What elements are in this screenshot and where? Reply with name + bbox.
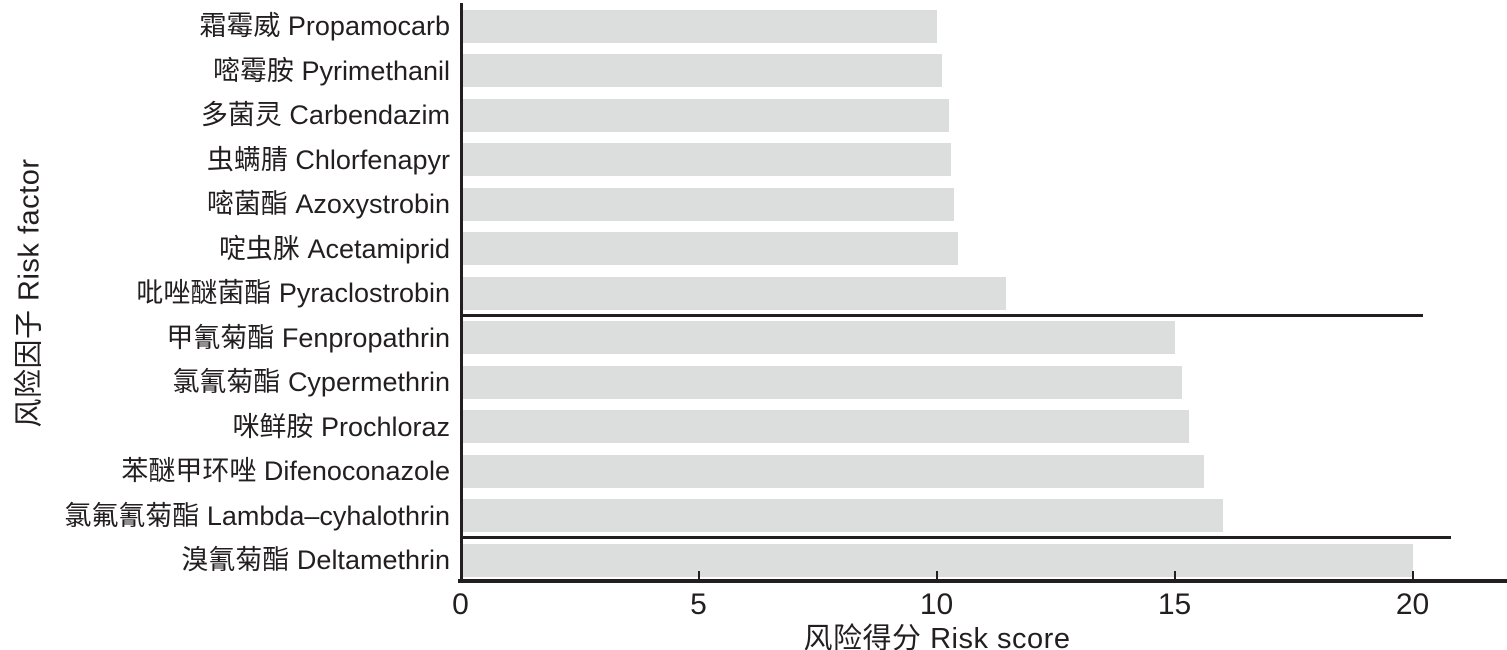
group-separator-line [463, 313, 1423, 317]
bar [463, 9, 937, 43]
category-label: 甲氰菊酯 Fenpropathrin [166, 322, 450, 353]
bar [463, 98, 949, 132]
bar [463, 321, 1175, 354]
category-label: 虫螨腈 Chlorfenapyr [206, 144, 450, 175]
category-label: 啶虫脒 Acetamiprid [218, 233, 450, 264]
x-tick-mark [1411, 571, 1414, 579]
x-tick-label: 0 [452, 588, 469, 621]
x-axis-line [458, 579, 1507, 583]
category-label: 氯氰菊酯 Cypermethrin [172, 367, 450, 397]
x-tick-label: 15 [1157, 588, 1192, 621]
category-label: 霜霉威 Propamocarb [199, 11, 450, 41]
bar [463, 499, 1223, 532]
bar [463, 276, 1007, 310]
category-label: 苯醚甲环唑 Difenoconazole [121, 456, 450, 486]
bar [463, 143, 952, 176]
y-axis-title: 风险因子 Risk factor [14, 158, 46, 428]
bar [463, 54, 942, 87]
category-label: 吡唑醚菌酯 Pyraclostrobin [136, 278, 450, 308]
bar [463, 187, 954, 221]
x-tick-label: 20 [1395, 588, 1430, 621]
y-axis-title-wrap: 风险因子 Risk factor [0, 0, 54, 586]
bar [463, 365, 1183, 399]
bar [463, 454, 1204, 488]
category-label: 多菌灵 Carbendazim [200, 100, 450, 130]
x-tick-mark [1173, 571, 1176, 579]
x-tick-mark [697, 571, 700, 579]
category-label: 溴氰菊酯 Deltamethrin [181, 545, 450, 575]
bar [463, 543, 1413, 577]
category-label: 嘧菌酯 Azoxystrobin [206, 189, 450, 219]
x-tick-label: 10 [919, 588, 954, 621]
x-tick-label: 5 [690, 588, 707, 621]
category-label: 嘧霉胺 Pyrimethanil [212, 55, 450, 86]
category-label: 氯氟氰菊酯 Lambda–cyhalothrin [64, 500, 450, 531]
y-axis-line [460, 3, 463, 582]
bar [463, 232, 959, 265]
category-label: 咪鲜胺 Prochloraz [232, 411, 450, 442]
x-axis-title: 风险得分 Risk score [803, 623, 1071, 650]
x-tick-mark [935, 571, 938, 579]
bar [463, 410, 1190, 443]
group-separator-line [463, 536, 1452, 540]
